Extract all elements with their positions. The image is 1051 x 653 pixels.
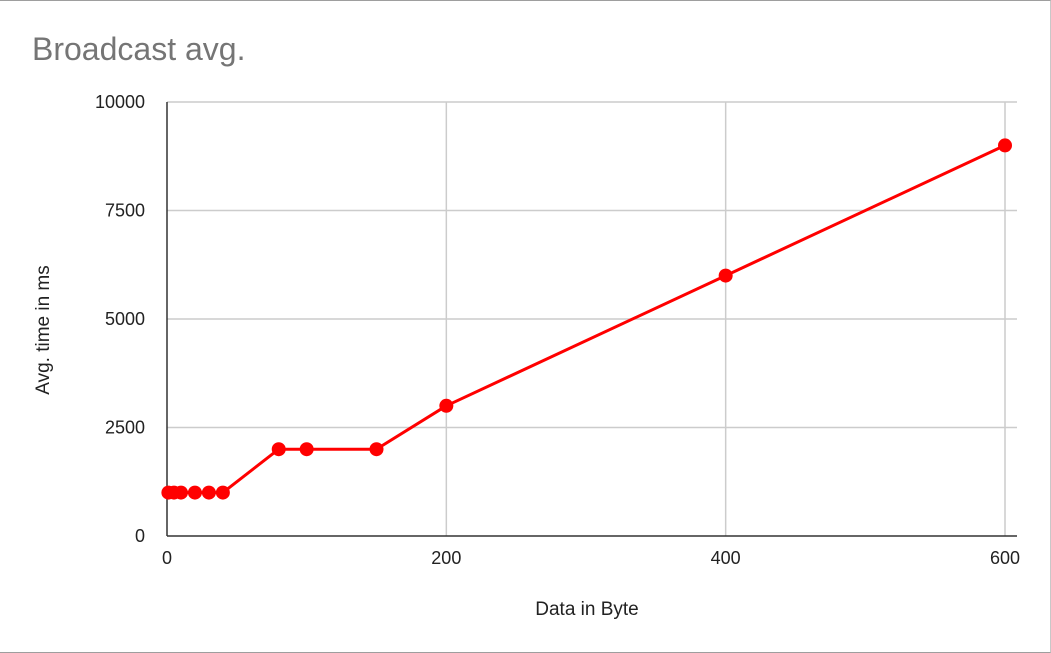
data-point (718, 268, 733, 283)
y-tick-label: 7500 (105, 201, 145, 221)
y-tick-label: 0 (135, 526, 145, 546)
data-point (201, 485, 216, 500)
data-point (998, 138, 1012, 153)
data-point (187, 485, 202, 500)
data-point (369, 442, 384, 457)
tick-label-layer: 0 2500 5000 7500 10000 0 200 400 600 (95, 92, 1020, 568)
x-tick-label: 0 (162, 548, 172, 568)
chart-title: Broadcast avg. (32, 31, 246, 67)
data-point (299, 442, 314, 457)
axis-layer (166, 102, 1017, 537)
x-tick-label: 200 (431, 548, 461, 568)
data-point (271, 442, 286, 457)
x-tick-label: 600 (990, 548, 1020, 568)
series-layer (161, 138, 1012, 500)
x-tick-label: 400 (711, 548, 741, 568)
data-point (439, 398, 454, 413)
grid-layer (167, 101, 1017, 536)
y-tick-label: 5000 (105, 309, 145, 329)
y-tick-label: 10000 (95, 92, 145, 112)
x-axis-title: Data in Byte (535, 599, 639, 620)
data-point (215, 485, 230, 500)
y-tick-label: 2500 (105, 418, 145, 438)
data-point (173, 485, 188, 500)
y-axis-title: Avg. time in ms (33, 265, 54, 395)
